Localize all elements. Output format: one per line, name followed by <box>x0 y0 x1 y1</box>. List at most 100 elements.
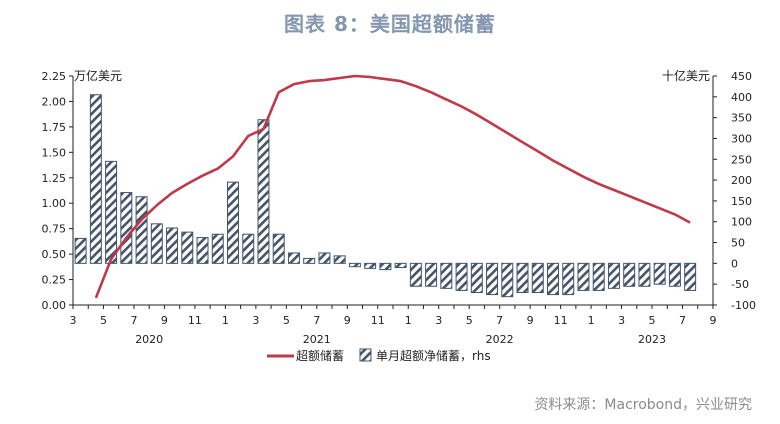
x-tick-label: 9 <box>527 314 534 327</box>
bar-2020-10 <box>181 231 194 264</box>
x-tick-label: 7 <box>130 314 137 327</box>
bar-2020-03 <box>74 237 87 264</box>
year-label: 2021 <box>303 333 331 346</box>
left-tick-label: 2.00 <box>42 95 67 108</box>
bar-2021-01 <box>227 181 239 264</box>
right-tick-label: -100 <box>731 299 756 312</box>
bar-2020-05 <box>105 160 118 264</box>
bar-2022-02 <box>425 262 438 287</box>
right-tick-label: 50 <box>731 237 745 250</box>
right-tick-label: 250 <box>731 153 752 166</box>
x-tick-label: 11 <box>554 314 568 327</box>
legend-bar-swatch <box>359 348 372 362</box>
bar-2022-05 <box>470 262 483 294</box>
right-tick-label: 350 <box>731 112 752 125</box>
right-tick-label: 100 <box>731 216 752 229</box>
right-y-axis: -100 -50 0 50 100 150 200 250 300 350 400 450 <box>712 70 756 312</box>
bar-2022-12 <box>577 262 590 291</box>
bar-2022-08 <box>516 262 529 294</box>
bar-2021-07 <box>318 252 331 264</box>
right-tick-label: 0 <box>731 257 738 270</box>
legend: 超额储蓄 单月超额净储蓄，rhs <box>267 348 491 363</box>
right-unit-label: 十亿美元 <box>662 68 710 83</box>
source-note: 资料来源：Macrobond，兴业研究 <box>534 397 752 413</box>
figure-title: 图表 8：美国超额储蓄 <box>284 12 496 36</box>
right-tick-label: 300 <box>731 132 752 145</box>
x-tick-label: 1 <box>405 314 412 327</box>
bar-2022-06 <box>486 262 499 296</box>
left-tick-label: 1.50 <box>42 146 67 159</box>
x-tick-label: 9 <box>344 314 351 327</box>
x-tick-label: 3 <box>435 314 442 327</box>
bar-2020-06 <box>120 192 133 264</box>
x-tick-label: 5 <box>649 314 656 327</box>
x-tick-label: 11 <box>188 314 202 327</box>
year-label: 2020 <box>135 333 163 346</box>
bar-2022-04 <box>455 262 468 291</box>
bar-2020-04 <box>89 94 102 264</box>
bar-2020-07 <box>135 196 148 264</box>
bar-2020-09 <box>166 227 179 264</box>
excess-savings-series-line <box>94 74 691 299</box>
bar-2023-05 <box>653 262 666 285</box>
x-tick-label: 5 <box>466 314 473 327</box>
bar-2022-03 <box>440 262 453 289</box>
bar-2021-08 <box>333 255 346 264</box>
bar-2021-11 <box>379 262 392 271</box>
right-tick-label: 150 <box>731 195 752 208</box>
right-tick-label: 400 <box>731 91 752 104</box>
bar-2021-02 <box>242 233 255 264</box>
bar-2021-06 <box>303 257 316 264</box>
x-tick-label: 9 <box>161 314 168 327</box>
left-unit-label: 万亿美元 <box>74 68 122 83</box>
x-tick-label: 3 <box>252 314 259 327</box>
x-tick-label: 11 <box>371 314 385 327</box>
year-label: 2022 <box>486 333 514 346</box>
bar-2021-09 <box>348 262 361 268</box>
bar-2023-02 <box>607 262 620 289</box>
bar-2021-03 <box>257 119 270 264</box>
bar-2022-11 <box>562 262 575 296</box>
left-tick-label: 1.75 <box>42 121 67 134</box>
left-tick-label: 2.25 <box>42 70 67 83</box>
right-tick-label: -50 <box>731 278 749 291</box>
bar-2020-08 <box>150 223 163 264</box>
left-tick-label: 0.50 <box>42 248 67 261</box>
x-tick-label: 5 <box>100 314 107 327</box>
left-tick-label: 0.00 <box>42 299 67 312</box>
x-tick-label: 1 <box>588 314 595 327</box>
x-tick-label: 1 <box>222 314 229 327</box>
right-tick-label: 200 <box>731 174 752 187</box>
x-tick-label: 3 <box>618 314 625 327</box>
monthly-net-savings-bars <box>74 94 697 298</box>
bar-2023-06 <box>668 262 681 287</box>
bar-2022-09 <box>531 262 544 294</box>
bar-2020-11 <box>196 237 209 264</box>
bar-2021-04 <box>272 233 285 264</box>
bar-2023-03 <box>623 262 636 287</box>
bar-2021-10 <box>364 262 377 269</box>
legend-line-label: 超额储蓄 <box>296 348 344 363</box>
legend-bar-label: 单月超额净储蓄，rhs <box>376 348 491 363</box>
left-tick-label: 0.75 <box>42 223 67 236</box>
right-tick-label: 450 <box>731 70 752 83</box>
bar-2022-10 <box>547 262 559 296</box>
x-tick-label: 3 <box>70 314 77 327</box>
x-tick-label: 9 <box>710 314 717 327</box>
left-tick-label: 1.00 <box>42 197 67 210</box>
x-tick-label: 7 <box>496 314 503 327</box>
bar-2021-12 <box>394 262 407 269</box>
bar-2023-04 <box>638 262 651 287</box>
left-tick-label: 0.25 <box>42 274 67 287</box>
x-tick-label: 7 <box>679 314 686 327</box>
bar-2023-01 <box>592 262 605 291</box>
excess-savings-chart: 0.00 0.25 0.50 0.75 1.00 1.25 1.50 1.75 2.00 2.25… <box>42 68 756 363</box>
left-tick-label: 1.25 <box>42 172 67 185</box>
year-label: 2023 <box>638 333 666 346</box>
x-tick-label: 7 <box>313 314 320 327</box>
bar-2020-12 <box>211 233 224 264</box>
bar-2021-05 <box>287 252 300 264</box>
bar-2023-07 <box>684 262 697 291</box>
bar-2022-01 <box>409 262 422 287</box>
